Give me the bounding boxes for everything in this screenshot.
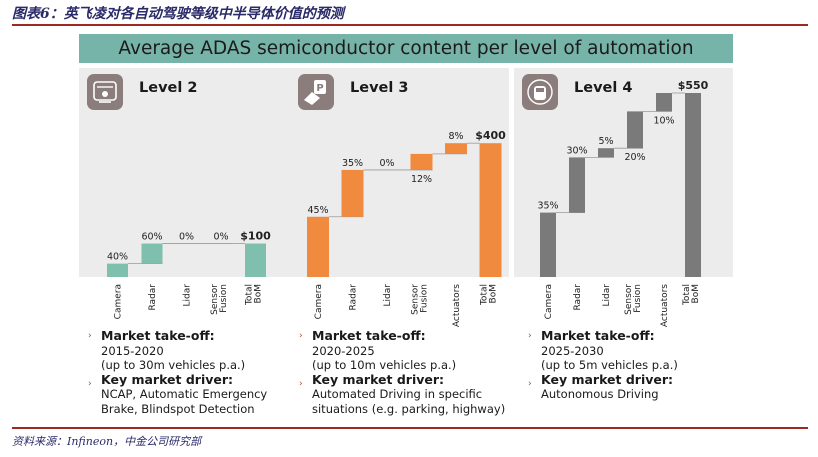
tick-label: Fusion: [219, 284, 229, 313]
tick-label: Total: [480, 284, 490, 306]
bottom-divider: [12, 427, 808, 429]
panel-2-info: › Market take-off: 2015-2020 (up to 30m …: [88, 328, 268, 417]
bullet-arrow-icon: ›: [528, 331, 532, 341]
tick-label: Radar: [573, 284, 583, 311]
bar: [479, 143, 502, 277]
takeoff-label: Market take-off:: [312, 328, 426, 343]
bar: [341, 169, 364, 217]
data-label: 10%: [653, 115, 674, 126]
data-label: 45%: [307, 205, 328, 216]
tick-label: Radar: [148, 284, 158, 311]
tick-label: Total: [682, 284, 692, 306]
autonomous-car-icon: [522, 74, 558, 110]
takeoff-years: 2015-2020: [101, 343, 164, 358]
tick-label: Actuators: [452, 284, 462, 327]
bar: [410, 153, 433, 170]
data-label: 35%: [342, 158, 363, 169]
bar: [656, 93, 672, 112]
bar: [307, 216, 329, 277]
takeoff-years: 2020-2025: [312, 343, 375, 358]
data-label: 20%: [624, 152, 645, 163]
tick-label: Total: [245, 284, 255, 306]
driver-label: Key market driver:: [101, 371, 234, 387]
bullet-arrow-icon: ›: [299, 379, 303, 389]
level-title: Level 3: [350, 80, 409, 96]
figure-caption: 图表6：英飞凌对各自动驾驶等级中半导体价值的预测: [12, 6, 344, 22]
takeoff-volume: (up to 5m vehicles p.a.): [541, 358, 678, 373]
driver-text: Autonomous Driving: [541, 387, 659, 402]
takeoff-years: 2025-2030: [541, 343, 604, 358]
panel-level-2: Level 2: [79, 68, 300, 277]
tick-label: BoM: [489, 284, 499, 303]
tick-label: Camera: [114, 284, 124, 319]
tick-label: BoM: [691, 284, 701, 303]
bar: [569, 157, 585, 213]
takeoff-volume: (up to 10m vehicles p.a.): [312, 358, 457, 373]
panel-4-info: › Market take-off: 2025-2030 (up to 5m v…: [528, 328, 678, 402]
bar: [598, 148, 614, 158]
takeoff-volume: (up to 30m vehicles p.a.): [101, 358, 246, 373]
driver-label: Key market driver:: [541, 371, 674, 387]
svg-text:P: P: [316, 83, 323, 94]
bullet-arrow-icon: ›: [299, 331, 303, 341]
takeoff-label: Market take-off:: [101, 328, 215, 343]
banner-title: Average ADAS semiconductor content per l…: [79, 34, 733, 63]
data-label: 0%: [179, 232, 194, 243]
level-title: Level 4: [574, 80, 633, 96]
takeoff-label: Market take-off:: [541, 328, 655, 343]
tick-label: Lidar: [383, 284, 393, 307]
bar: [107, 263, 128, 277]
tick-label: Camera: [544, 284, 554, 319]
bullet-arrow-icon: ›: [528, 379, 532, 389]
panel-3-info: › Market take-off: 2020-2025 (up to 10m …: [299, 328, 506, 417]
tick-label: BoM: [254, 284, 264, 303]
source-note: 资料来源：Infineon，中金公司研究部: [12, 435, 202, 448]
data-label: 0%: [213, 232, 228, 243]
data-label: 5%: [598, 136, 613, 147]
data-label: 60%: [141, 232, 162, 243]
driver-text: NCAP, Automatic Emergency: [101, 387, 268, 402]
bar: [540, 212, 556, 277]
level-title: Level 2: [139, 80, 198, 96]
tick-label: Lidar: [183, 284, 193, 307]
tick-label: Radar: [349, 284, 359, 311]
bar: [141, 243, 163, 264]
tick-label: Actuators: [660, 284, 670, 327]
tick-label: Sensor: [411, 284, 421, 315]
data-label: $400: [475, 129, 506, 142]
tick-label: Fusion: [633, 284, 643, 313]
bullet-arrow-icon: ›: [88, 331, 92, 341]
data-label: $550: [678, 79, 709, 92]
driver-label: Key market driver:: [312, 371, 445, 387]
data-label: 12%: [411, 174, 432, 185]
data-label: 0%: [379, 158, 394, 169]
tick-label: Sensor: [210, 284, 220, 315]
bar: [627, 111, 643, 149]
driver-text: Brake, Blindspot Detection: [101, 401, 255, 416]
driver-text: situations (e.g. parking, highway): [312, 401, 506, 416]
data-label: $100: [240, 230, 271, 243]
driver-text: Automated Driving in specific: [312, 387, 483, 402]
bar: [685, 93, 701, 277]
data-label: 35%: [537, 201, 558, 212]
top-divider: [12, 24, 808, 26]
tick-label: Camera: [314, 284, 324, 319]
data-label: 40%: [107, 252, 128, 263]
parking-car-icon: P: [298, 74, 334, 110]
bar: [445, 143, 467, 154]
tick-label: Lidar: [602, 284, 612, 307]
data-label: 8%: [448, 131, 463, 142]
tick-label: Sensor: [624, 284, 634, 315]
bar: [245, 243, 266, 277]
tick-label: Fusion: [420, 284, 430, 313]
bullet-arrow-icon: ›: [88, 379, 92, 389]
data-label: 30%: [566, 145, 587, 156]
car-assist-icon: [87, 74, 123, 110]
